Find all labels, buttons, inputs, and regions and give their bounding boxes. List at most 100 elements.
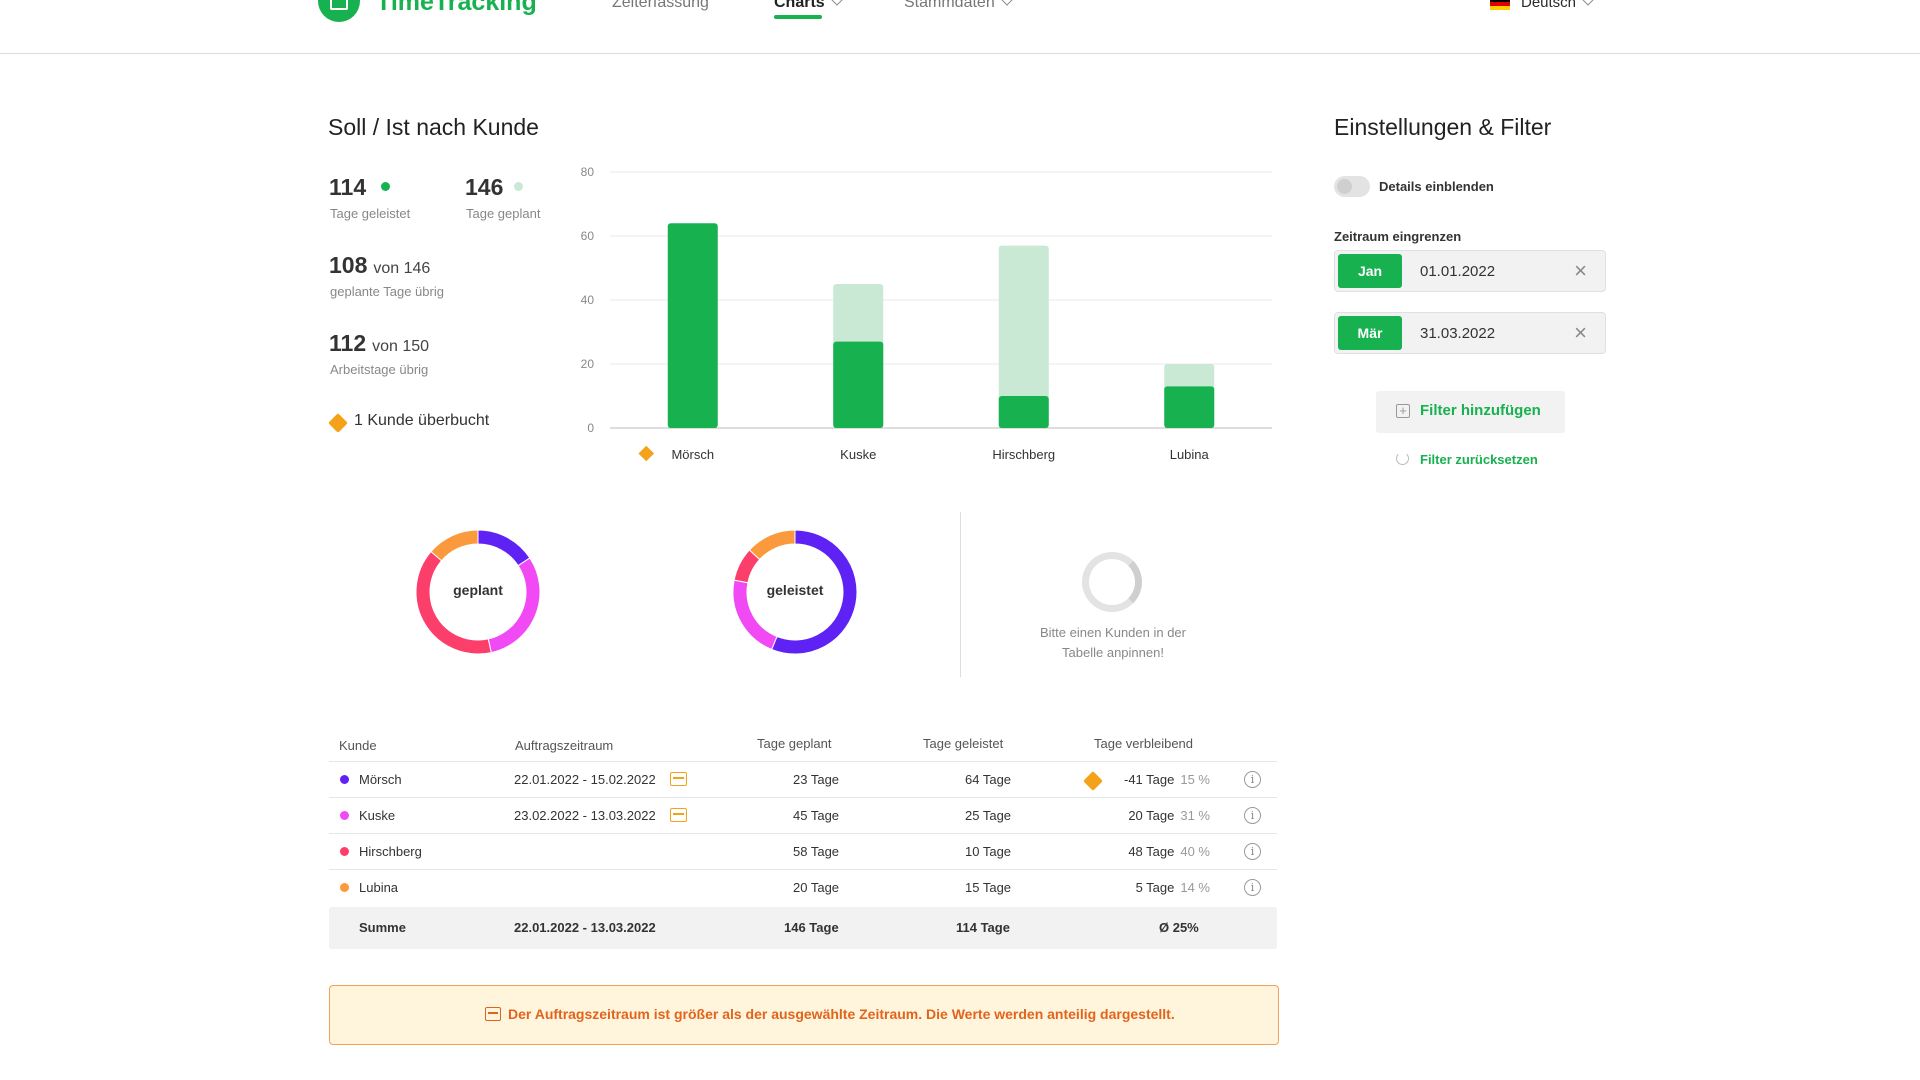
y-tick-label: 80 <box>581 165 595 179</box>
app-logo[interactable] <box>318 0 360 22</box>
kpi-remaining-planned-value: 108 <box>329 252 368 278</box>
calendar-icon <box>330 0 348 10</box>
th-remaining[interactable]: Tage verbleibend <box>1094 736 1194 751</box>
loading-spinner-icon <box>1082 552 1142 612</box>
reset-icon[interactable] <box>1396 452 1409 465</box>
customer-name: Kuske <box>359 808 396 823</box>
donut-segment[interactable] <box>487 557 541 654</box>
bar-planned[interactable] <box>998 245 1049 428</box>
date-from-month-button[interactable]: Jan <box>1338 254 1402 288</box>
bar-done[interactable] <box>833 341 884 428</box>
customer-planned: 23 Tage <box>793 772 840 787</box>
sum-planned: 146 Tage <box>784 920 839 935</box>
customer-remaining-days: 48 Tage <box>1128 844 1175 859</box>
kpi-planned-value: 146 <box>465 174 504 200</box>
bar-done[interactable] <box>1164 386 1215 428</box>
date-to-month-button[interactable]: Mär <box>1338 316 1402 350</box>
date-from-field[interactable]: Jan 01.01.2022 × <box>1334 250 1606 292</box>
customer-planned: 58 Tage <box>793 844 840 859</box>
period-notice: Der Auftragszeitraum ist größer als der … <box>329 985 1279 1045</box>
th-customer[interactable]: Kunde <box>339 738 377 753</box>
customer-remaining-pct: 14 % <box>1180 880 1210 895</box>
sum-label: Summe <box>359 920 406 935</box>
donut-segment[interactable] <box>415 550 492 655</box>
overbooked-note: 1 Kunde überbucht <box>354 412 490 429</box>
customer-done: 64 Tage <box>965 772 1012 787</box>
th-period[interactable]: Auftragszeitraum <box>515 738 614 753</box>
customer-remaining-pct: 15 % <box>1180 772 1210 787</box>
brand-name[interactable]: TimeTracking <box>376 0 537 16</box>
nav-zeiterfassung[interactable]: Zeiterfassung <box>612 0 709 11</box>
nav-charts-label: Charts <box>774 0 825 11</box>
settings-title: Einstellungen & Filter <box>1334 114 1552 140</box>
donut-planned-label: geplant <box>453 582 503 598</box>
bar-done[interactable] <box>667 223 718 428</box>
clear-to-date-icon[interactable]: × <box>1574 320 1587 345</box>
info-icon[interactable]: i <box>1244 807 1261 824</box>
customer-done: 25 Tage <box>965 808 1012 823</box>
donut-segment[interactable] <box>430 529 479 562</box>
y-tick-label: 60 <box>581 229 595 243</box>
th-done[interactable]: Tage geleistet <box>923 736 1004 751</box>
add-filter-label: Filter hinzufügen <box>1420 402 1541 419</box>
calendar-warning-icon <box>485 1007 501 1021</box>
date-to-value[interactable]: 31.03.2022 <box>1420 325 1496 342</box>
x-tick-label: Kuske <box>840 447 876 462</box>
table-row[interactable]: Lubina 20 Tage 15 Tage 5 Tage 14 % i <box>329 869 1277 905</box>
customer-remaining: -41 Tage 15 % <box>1060 772 1210 787</box>
info-icon[interactable]: i <box>1244 771 1261 788</box>
date-to-field[interactable]: Mär 31.03.2022 × <box>1334 312 1606 354</box>
kpi-remaining-planned-label: geplante Tage übrig <box>330 284 444 299</box>
donut-planned[interactable] <box>404 518 552 666</box>
bar-done[interactable] <box>998 396 1049 428</box>
top-header: TimeTracking Zeiterfassung Charts Stammd… <box>0 0 1920 54</box>
nav-charts[interactable]: Charts <box>774 0 843 12</box>
customer-period: 23.02.2022 - 13.03.2022 <box>514 808 656 823</box>
sum-average: Ø 25% <box>1159 920 1199 935</box>
customer-color-dot <box>340 811 349 820</box>
kpi-workdays-of: von 150 <box>372 338 430 355</box>
donut-done[interactable] <box>721 518 869 666</box>
customer-remaining-days: 5 Tage <box>1135 880 1175 895</box>
customer-planned: 20 Tage <box>793 880 840 895</box>
notice-text: Der Auftragszeitraum ist größer als der … <box>508 1006 1175 1022</box>
donut-segment[interactable] <box>748 529 796 561</box>
x-tick-label: Hirschberg <box>992 447 1055 462</box>
table-row[interactable]: Hirschberg 58 Tage 10 Tage 48 Tage 40 % i <box>329 833 1277 869</box>
period-label: Zeitraum eingrenzen <box>1334 229 1462 244</box>
table-row[interactable]: Mörsch 22.01.2022 - 15.02.2022 23 Tage 64 T… <box>329 761 1277 797</box>
table-row[interactable]: Kuske 23.02.2022 - 13.03.2022 45 Tage 25 Ta… <box>329 797 1277 833</box>
kpi-remaining-planned: 108 von 146 <box>329 252 430 279</box>
kpi-workdays-label: Arbeitstage übrig <box>330 362 429 377</box>
page-title: Soll / Ist nach Kunde <box>328 114 539 140</box>
chevron-down-icon <box>1582 0 1594 6</box>
planned-legend-dot <box>514 182 523 191</box>
customer-done: 10 Tage <box>965 844 1012 859</box>
date-from-value[interactable]: 01.01.2022 <box>1420 263 1496 280</box>
done-legend-dot <box>381 182 390 191</box>
info-icon[interactable]: i <box>1244 879 1261 896</box>
info-icon[interactable]: i <box>1244 843 1261 860</box>
nav-stammdaten[interactable]: Stammdaten <box>904 0 1013 12</box>
donut-segment[interactable] <box>477 529 531 567</box>
customer-remaining-days: 20 Tage <box>1128 808 1175 823</box>
clear-from-date-icon[interactable]: × <box>1574 258 1587 283</box>
customer-remaining: 48 Tage 40 % <box>1060 844 1210 859</box>
th-planned[interactable]: Tage geplant <box>757 736 832 751</box>
customer-name: Mörsch <box>359 772 402 787</box>
x-tick-label: Mörsch <box>671 447 714 462</box>
kpi-planned-label: Tage geplant <box>466 206 541 221</box>
customer-color-dot <box>340 847 349 856</box>
language-selector[interactable]: Deutsch <box>1521 0 1594 11</box>
details-toggle[interactable] <box>1334 176 1370 197</box>
customer-remaining-days: -41 Tage <box>1124 772 1175 787</box>
german-flag-icon <box>1490 0 1510 10</box>
x-tick-label: Lubina <box>1170 447 1210 462</box>
kpi-done-label: Tage geleistet <box>330 206 411 221</box>
add-filter-button[interactable]: + Filter hinzufügen <box>1376 391 1565 433</box>
reset-filter-link[interactable]: Filter zurücksetzen <box>1420 452 1538 467</box>
customer-planned: 45 Tage <box>793 808 840 823</box>
customer-period: 22.01.2022 - 15.02.2022 <box>514 772 656 787</box>
calendar-warning-icon <box>670 808 687 822</box>
customer-color-dot <box>340 883 349 892</box>
